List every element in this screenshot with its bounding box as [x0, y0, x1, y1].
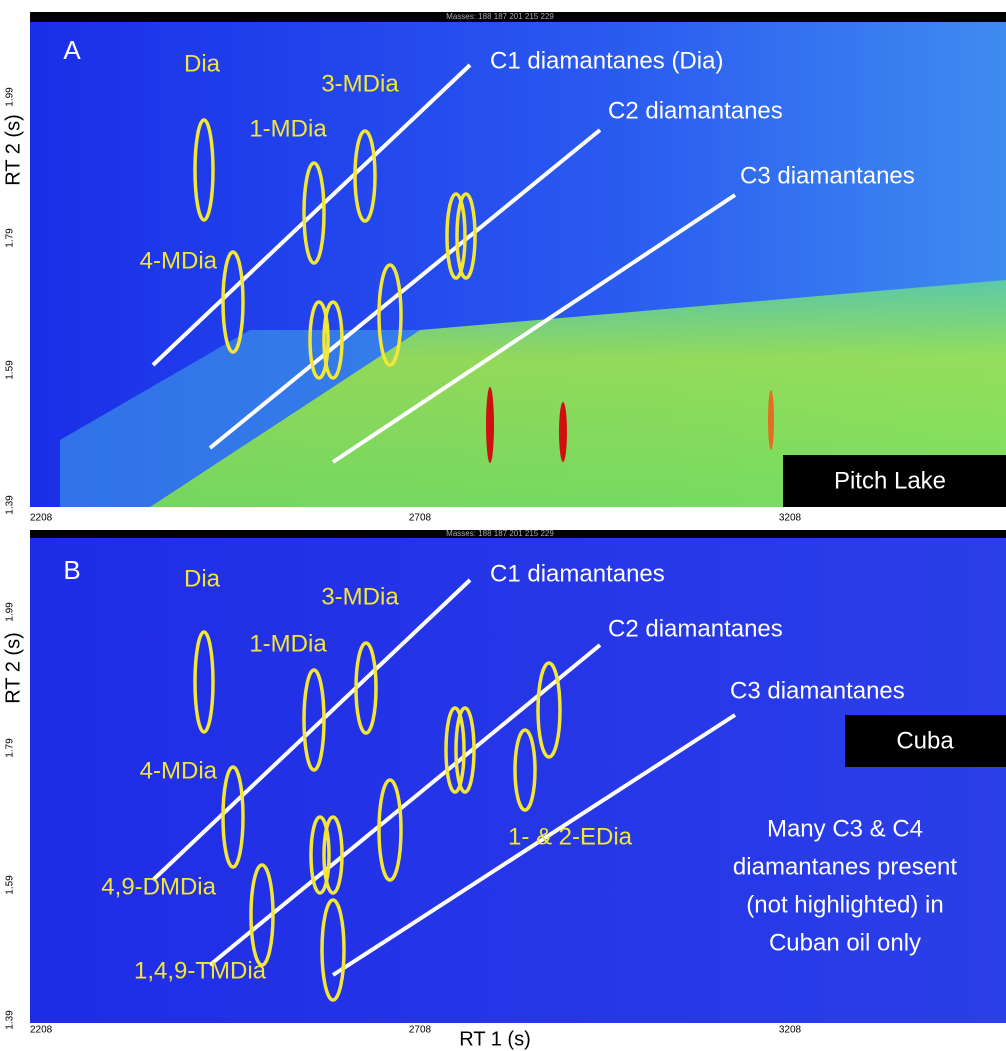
masses-bar [30, 12, 1006, 22]
sample-box [845, 715, 1006, 767]
note: diamantanes present [733, 853, 957, 880]
peak [559, 402, 567, 462]
x-tick-label: 3208 [779, 513, 802, 524]
blank [845, 1023, 1006, 1051]
series-label: C2 diamantanes [608, 615, 783, 642]
x-axis-label: RT 1 (s) [459, 1028, 531, 1050]
series-label: C2 diamantanes [608, 97, 783, 124]
note: Many C3 & C4 [767, 815, 923, 842]
peak-label: 1-MDia [249, 630, 327, 657]
y-axis-label: RT 2 (s) [2, 114, 24, 186]
peak-label: 3-MDia [321, 70, 399, 97]
peak-label: Dia [184, 565, 221, 592]
plot-b [30, 538, 1006, 1023]
x-tick-label: 3208 [779, 1025, 802, 1036]
peak-label: 3-MDia [321, 583, 399, 610]
series-label: C1 diamantanes [490, 560, 665, 587]
panel-label: A [63, 35, 81, 65]
masses-bar [30, 530, 1006, 538]
note: Cuban oil only [769, 929, 921, 956]
peak [486, 387, 494, 463]
y-tick-label: 1.39 [5, 495, 16, 515]
series-label: C3 diamantanes [740, 162, 915, 189]
sample-box [783, 455, 1006, 507]
peak-label: 1- & 2-EDia [508, 823, 633, 850]
y-tick-label: 1.79 [5, 228, 16, 248]
series-label: C1 diamantanes (Dia) [490, 47, 723, 74]
signal-region [150, 280, 1006, 507]
peak [768, 390, 774, 450]
sample-label: Pitch Lake [834, 467, 946, 494]
masses: Masses: 188 187 201 215 229 [446, 529, 554, 538]
x-tick-label: 2708 [409, 513, 432, 524]
panel-label: B [63, 555, 80, 585]
x-tick-label: 2208 [30, 513, 53, 524]
peak-label: 4,9-DMDia [101, 873, 216, 900]
x-tick-label: 2708 [409, 1025, 432, 1036]
peak-label: 1-MDia [249, 115, 327, 142]
peak-label: 4-MDia [140, 757, 218, 784]
y-axis-label: RT 2 (s) [2, 632, 24, 704]
peak-label: 1,4,9-TMDia [134, 957, 267, 984]
peak-label: Dia [184, 50, 221, 77]
note: (not highlighted) in [746, 891, 943, 918]
series-label: C3 diamantanes [730, 677, 905, 704]
y-tick-label: 1.79 [5, 738, 16, 758]
y-tick-label: 1.99 [5, 602, 16, 622]
peak-outlines [193, 118, 562, 1002]
y-tick-label: 1.39 [5, 1010, 16, 1030]
y-tick-label: 1.59 [5, 360, 16, 380]
y-tick-label: 1.99 [5, 87, 16, 107]
masses: Masses: 188 187 201 215 229 [446, 12, 554, 21]
sample-label: Cuba [896, 727, 954, 754]
series-lines [151, 63, 737, 977]
peak-label: 4-MDia [140, 247, 218, 274]
y-tick-label: 1.59 [5, 875, 16, 895]
x-tick-label: 2208 [30, 1025, 53, 1036]
